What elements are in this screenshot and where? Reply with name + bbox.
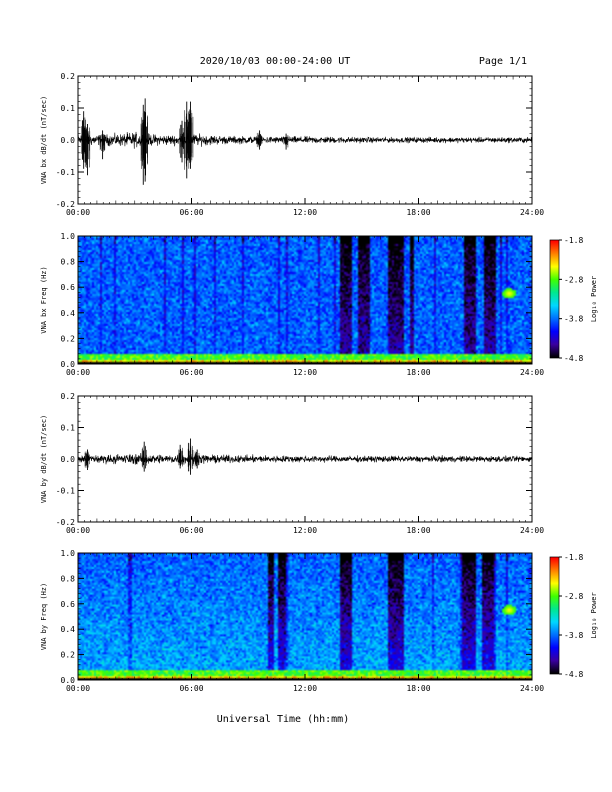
colorbar-label: Log₁₀ Power — [590, 592, 598, 638]
x-tick-label: 00:00 — [66, 526, 90, 535]
bx-waveform-panel: 00:00 06:00 12:00 18:00 24:00 -0.2 -0.1 0.0 0.1 0… — [40, 72, 544, 217]
y-tick-label: -0.1 — [56, 487, 75, 496]
y-tick-label: 0.4 — [61, 309, 76, 318]
by-spectrogram-panel: -1.8 -2.8 -3.8 -4.8 Log₁₀ Power 00:00 06:00 12:… — [40, 549, 598, 693]
x-tick-label: 18:00 — [406, 208, 430, 217]
y-tick-label: 0.1 — [61, 104, 76, 113]
x-tick-label: 18:00 — [406, 684, 430, 693]
y-tick-label: -0.2 — [56, 200, 75, 209]
y-tick-label: 0.2 — [61, 392, 76, 401]
x-axis-label: Universal Time (hh:mm) — [217, 714, 349, 725]
x-tick-label: 06:00 — [179, 368, 203, 377]
y-tick-label: 0.0 — [61, 455, 76, 464]
colorbar-tick-label: -1.8 — [564, 553, 583, 562]
bx-spectrogram-panel: -1.8 -2.8 -3.8 -4.8 Log₁₀ Power 00:00 06:00 12:… — [40, 232, 598, 377]
x-tick-label: 12:00 — [293, 526, 317, 535]
y-tick-label: 0.6 — [61, 600, 76, 609]
colorbar-tick-label: -2.8 — [564, 275, 583, 284]
y-tick-label: 0.8 — [61, 574, 76, 583]
colorbar-tick-label: -4.8 — [564, 670, 583, 679]
y-tick-label: 1.0 — [61, 232, 76, 241]
colorbar-tick-label: -4.8 — [564, 354, 583, 363]
colorbar-frame — [549, 556, 560, 675]
y-axis-label: VNA bx dB/dt (nT/sec) — [40, 96, 48, 185]
waveform-trace — [77, 131, 533, 149]
y-tick-label: 0.2 — [61, 334, 76, 343]
x-tick-label: 00:00 — [66, 208, 90, 217]
x-tick-label: 18:00 — [406, 526, 430, 535]
x-tick-label: 18:00 — [406, 368, 430, 377]
x-tick-label: 00:00 — [66, 368, 90, 377]
y-tick-label: 0.0 — [61, 360, 76, 369]
x-tick-label: 12:00 — [293, 368, 317, 377]
x-tick-label: 06:00 — [179, 526, 203, 535]
page-number: Page 1/1 — [479, 56, 527, 67]
y-tick-label: 0.0 — [61, 136, 76, 145]
colorbar-frame — [549, 239, 560, 359]
y-tick-label: 0.6 — [61, 283, 76, 292]
y-tick-label: -0.2 — [56, 518, 75, 527]
x-tick-label: 12:00 — [293, 208, 317, 217]
waveform-trace — [77, 453, 533, 466]
x-tick-label: 12:00 — [293, 684, 317, 693]
y-tick-label: 0.1 — [61, 424, 76, 433]
x-tick-label: 00:00 — [66, 684, 90, 693]
x-tick-label: 24:00 — [520, 684, 544, 693]
x-tick-label: 06:00 — [179, 684, 203, 693]
y-tick-label: 0.4 — [61, 625, 76, 634]
x-tick-label: 24:00 — [520, 208, 544, 217]
colorbar-tick-label: -3.8 — [564, 631, 583, 640]
y-tick-label: -0.1 — [56, 168, 75, 177]
x-tick-label: 06:00 — [179, 208, 203, 217]
colorbar-tick-label: -1.8 — [564, 236, 583, 245]
colorbar-tick-label: -2.8 — [564, 592, 583, 601]
y-axis-label: VNA bx Freq (Hz) — [40, 266, 48, 333]
page-title: 2020/10/03 00:00-24:00 UT — [200, 56, 351, 67]
y-tick-label: 0.0 — [61, 676, 76, 685]
colorbar — [550, 240, 559, 358]
spectrogram-image — [78, 236, 532, 364]
x-tick-label: 24:00 — [520, 526, 544, 535]
by-waveform-panel: 00:00 06:00 12:00 18:00 24:00 -0.2 -0.1 0.0 0.1 0… — [40, 392, 544, 535]
y-axis-label: VNA by dB/dt (nT/sec) — [40, 415, 48, 504]
colorbar — [550, 557, 559, 674]
colorbar-label: Log₁₀ Power — [590, 276, 598, 322]
y-axis-label: VNA by Freq (Hz) — [40, 583, 48, 650]
colorbar-tick-label: -3.8 — [564, 315, 583, 324]
y-tick-label: 0.2 — [61, 72, 76, 81]
y-tick-label: 1.0 — [61, 549, 76, 558]
y-tick-label: 0.8 — [61, 258, 76, 267]
y-tick-label: 0.2 — [61, 651, 76, 660]
spectrogram-image — [78, 553, 532, 680]
x-tick-label: 24:00 — [520, 368, 544, 377]
